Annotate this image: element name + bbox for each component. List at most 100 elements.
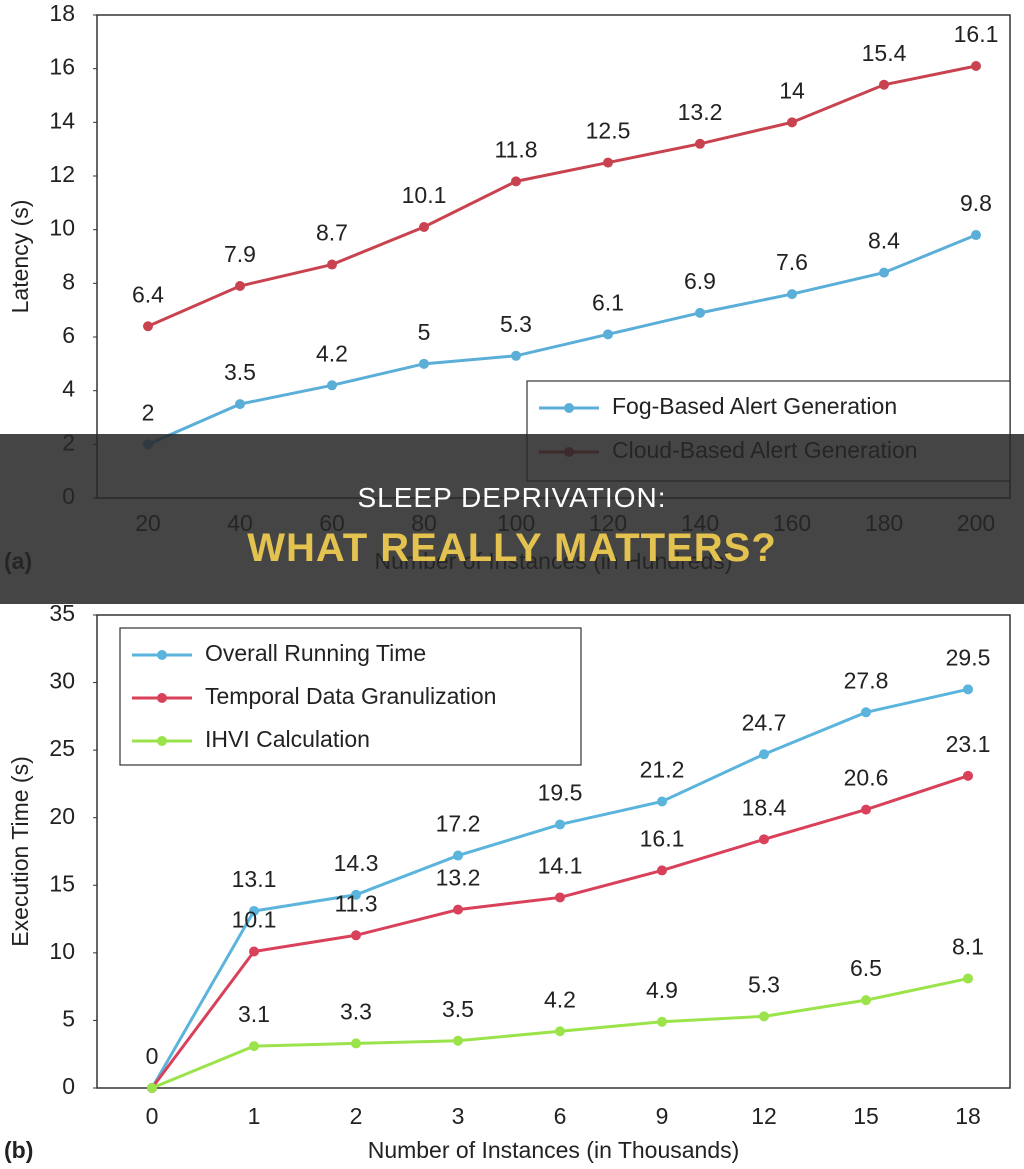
y-tick-label: 10 <box>49 938 75 964</box>
data-label: 7.6 <box>776 249 808 275</box>
panel-label: (b) <box>4 1137 33 1163</box>
data-point <box>327 380 337 391</box>
banner-subtitle: WHAT REALLY MATTERS? <box>247 526 777 570</box>
data-label: 13.2 <box>436 865 481 891</box>
data-point <box>963 684 973 695</box>
data-point <box>327 259 337 270</box>
legend-label: Fog-Based Alert Generation <box>612 393 897 419</box>
series-line <box>147 64 977 328</box>
data-point <box>657 796 667 807</box>
y-tick-label: 20 <box>49 803 75 829</box>
data-label: 8.7 <box>316 220 348 246</box>
data-point <box>759 749 769 760</box>
data-label: 10.1 <box>402 182 447 208</box>
data-point <box>555 892 565 903</box>
data-label: 13.1 <box>232 866 277 892</box>
y-axis-title: Latency (s) <box>7 200 33 314</box>
x-tick-label: 15 <box>853 1103 879 1129</box>
data-label: 6.1 <box>592 289 624 315</box>
data-point <box>787 289 797 300</box>
data-point <box>695 138 705 149</box>
x-tick-label: 9 <box>656 1103 669 1129</box>
legend-label: Temporal Data Granulization <box>205 683 496 709</box>
x-tick-label: 6 <box>554 1103 567 1129</box>
data-label: 0 <box>146 1043 159 1069</box>
data-point <box>249 905 259 916</box>
data-label: 5.3 <box>748 971 780 997</box>
data-point <box>787 117 797 128</box>
legend-label: Overall Running Time <box>205 640 426 666</box>
legend-label: IHVI Calculation <box>205 726 370 752</box>
data-point <box>963 770 973 781</box>
data-point <box>511 176 521 187</box>
legend-marker <box>564 403 574 413</box>
y-tick-label: 10 <box>49 215 75 241</box>
data-label: 3.3 <box>340 998 372 1024</box>
data-label: 3.5 <box>224 359 256 385</box>
data-label: 11.3 <box>334 890 377 916</box>
data-point <box>603 157 613 168</box>
data-point <box>963 973 973 984</box>
data-label: 10.1 <box>232 907 277 933</box>
data-point <box>861 995 871 1006</box>
data-point <box>603 329 613 340</box>
data-point <box>759 834 769 845</box>
data-label: 15.4 <box>862 40 907 66</box>
data-label: 8.4 <box>868 228 900 254</box>
data-label: 29.5 <box>946 644 991 670</box>
data-label: 9.8 <box>960 190 992 216</box>
data-point <box>351 1038 361 1049</box>
data-label: 27.8 <box>844 667 889 693</box>
legend-box <box>119 627 582 766</box>
y-tick-label: 0 <box>62 1073 75 1099</box>
data-label: 14.1 <box>538 853 583 879</box>
data-label: 13.2 <box>678 99 723 125</box>
data-label: 18.4 <box>742 794 787 820</box>
data-point <box>147 1083 157 1093</box>
banner-title: SLEEP DEPRIVATION: <box>357 482 667 513</box>
data-point <box>861 804 871 815</box>
data-point <box>351 889 361 900</box>
data-point <box>971 230 981 241</box>
data-point <box>235 281 245 292</box>
data-label: 6.9 <box>684 268 716 294</box>
y-tick-label: 16 <box>49 54 75 80</box>
x-tick-label: 12 <box>751 1103 777 1129</box>
data-point <box>511 350 521 361</box>
data-label: 23.1 <box>946 731 991 757</box>
data-label: 8.1 <box>952 934 984 960</box>
y-tick-label: 18 <box>49 0 75 26</box>
data-label: 12.5 <box>586 118 631 144</box>
legend-marker <box>157 650 167 660</box>
data-label: 4.2 <box>316 340 348 366</box>
series-line <box>147 233 977 446</box>
x-tick-label: 0 <box>146 1103 159 1129</box>
x-axis-title: Number of Instances (in Thousands) <box>368 1137 740 1163</box>
data-label: 3.5 <box>442 996 474 1022</box>
data-point <box>249 1041 259 1052</box>
data-point <box>695 307 705 318</box>
data-point <box>419 221 429 232</box>
legend-marker <box>157 693 167 703</box>
data-label: 6.4 <box>132 281 164 307</box>
x-tick-label: 3 <box>452 1103 465 1129</box>
data-label: 5 <box>418 319 431 345</box>
banner: SLEEP DEPRIVATION: WHAT REALLY MATTERS? <box>0 434 1024 604</box>
data-label: 5.3 <box>500 311 532 337</box>
y-tick-label: 6 <box>62 322 75 348</box>
y-tick-label: 35 <box>49 600 75 626</box>
legend-marker <box>157 736 167 746</box>
data-label: 14 <box>779 77 805 103</box>
plot-frame <box>96 614 1011 1089</box>
data-point <box>143 321 153 332</box>
data-point <box>453 850 463 861</box>
data-label: 20.6 <box>844 765 889 791</box>
data-point <box>453 904 463 915</box>
data-label: 7.9 <box>224 241 256 267</box>
x-tick-label: 2 <box>350 1103 363 1129</box>
data-label: 16.1 <box>640 825 685 851</box>
data-point <box>861 707 871 718</box>
data-label: 11.8 <box>494 136 537 162</box>
y-tick-label: 5 <box>62 1006 75 1032</box>
